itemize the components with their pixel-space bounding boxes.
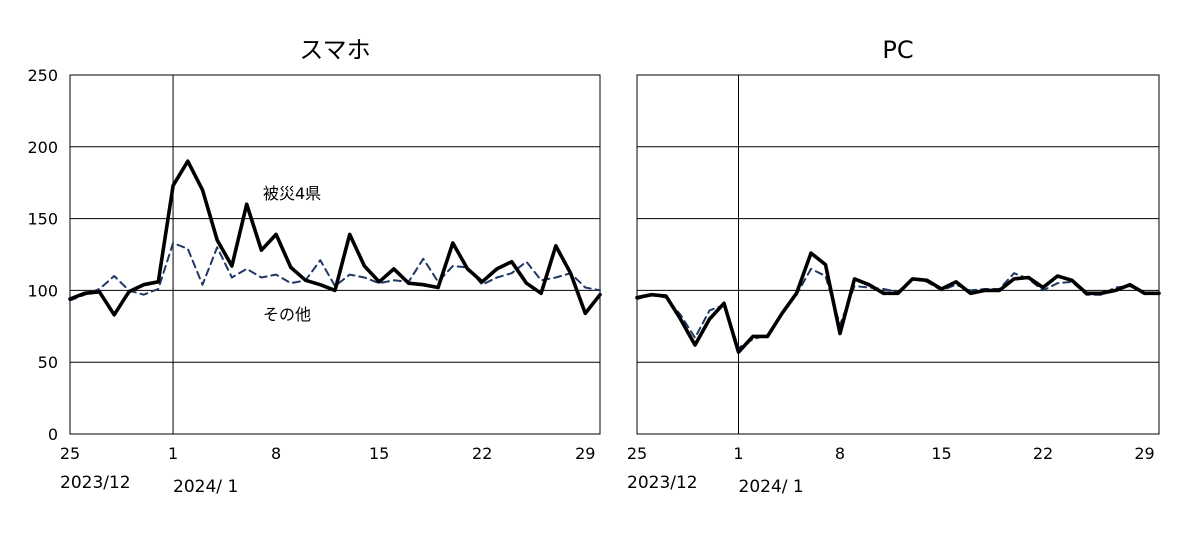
series-annotation: 被災4県: [263, 184, 321, 203]
x-tick-label: 25: [60, 444, 80, 463]
chart-title: PC: [882, 36, 913, 64]
year-label: 2024/ 1: [173, 477, 238, 497]
chart-panel-2: PC 25 1 8 15 22 29 2023/12 2024/ 1: [627, 36, 1161, 497]
y-tick-label: 0: [48, 425, 58, 444]
y-tick-label: 250: [27, 66, 58, 85]
x-tick-label: 1: [733, 444, 743, 463]
x-tick-label: 8: [271, 444, 281, 463]
x-tick-label: 8: [835, 444, 845, 463]
year-label: 2023/12: [627, 473, 698, 493]
y-tick-label: 50: [38, 353, 58, 372]
x-tick-label: 22: [1033, 444, 1053, 463]
series-line-hisai-4ken: [635, 251, 1161, 354]
series-line-hisai-4ken: [68, 159, 602, 317]
x-tick-label: 29: [575, 444, 595, 463]
x-tick-label: 15: [931, 444, 951, 463]
plot-area-border: [69, 74, 601, 435]
chart-panel-1: スマホ 0 50 100 150 200 250 25 1 8 15 22 29 2023/12 2024/…: [27, 36, 602, 497]
series-line-sonota: [636, 267, 1160, 349]
x-tick-label: 29: [1134, 444, 1154, 463]
y-tick-label: 150: [27, 210, 58, 229]
plot-area-border: [636, 74, 1160, 435]
x-tick-label: 1: [168, 444, 178, 463]
series-annotation: その他: [263, 305, 311, 324]
x-tick-label: 22: [472, 444, 492, 463]
year-label: 2024/ 1: [739, 477, 804, 497]
y-tick-label: 200: [27, 138, 58, 157]
x-tick-label: 15: [369, 444, 389, 463]
year-label: 2023/12: [60, 473, 131, 493]
x-tick-label: 25: [627, 444, 647, 463]
chart-title: スマホ: [299, 36, 370, 64]
y-tick-label: 100: [27, 281, 58, 300]
